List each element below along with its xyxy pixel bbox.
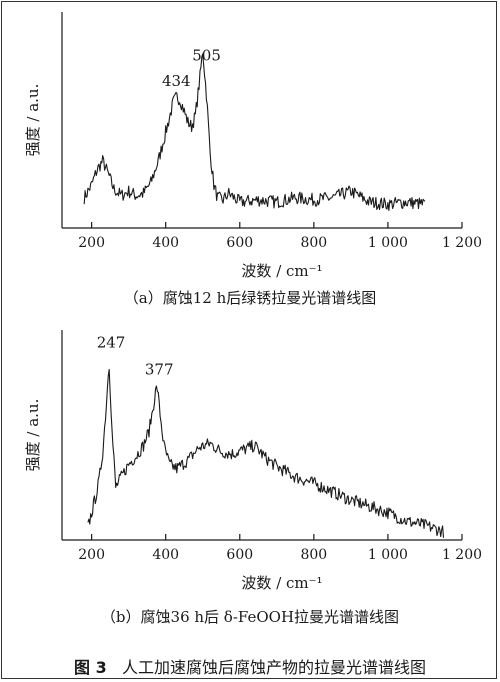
- chart-b-x-tick-label: 1 200: [442, 547, 482, 563]
- chart-b-peak-label-247: 247: [97, 333, 126, 351]
- figure-caption-text: 人工加速腐蚀后腐蚀产物的拉曼光谱谱线图: [121, 658, 426, 677]
- figure-label: 图 3: [74, 658, 107, 677]
- chart-a-peak-label-505: 505: [192, 46, 221, 64]
- chart-b-y-axis-label: 强度 / a.u.: [24, 399, 42, 472]
- chart-b-spectrum-line: [87, 368, 445, 538]
- chart-b-x-tick-label: 800: [300, 547, 327, 563]
- chart-a-x-tick-label: 1 000: [368, 235, 408, 251]
- chart-a-x-tick-label: 1 200: [442, 235, 482, 251]
- chart-a-peak-label-434: 434: [162, 72, 191, 90]
- chart-b-peak-label-377: 377: [145, 361, 174, 379]
- chart-a-caption: （a）腐蚀12 h后绿锈拉曼光谱谱线图: [123, 289, 377, 307]
- chart-b-x-tick-label: 1 000: [368, 547, 408, 563]
- figure-caption: 图 3 人工加速腐蚀后腐蚀产物的拉曼光谱谱线图: [0, 654, 500, 678]
- chart-a-x-tick-label: 600: [226, 235, 253, 251]
- chart-b-x-tick-label: 400: [152, 547, 179, 563]
- chart-a-x-axis-label: 波数 / cm⁻¹: [241, 262, 322, 280]
- chart-a-x-tick-label: 800: [300, 235, 327, 251]
- chart-a-x-tick-label: 400: [152, 235, 179, 251]
- chart-b-caption: （b）腐蚀36 h后 δ-FeOOH拉曼光谱谱线图: [100, 608, 400, 626]
- chart-b-x-tick-label: 600: [226, 547, 253, 563]
- chart-a-x-tick-label: 200: [78, 235, 105, 251]
- chart-a-y-axis-label: 强度 / a.u.: [24, 84, 42, 157]
- chart-a-spectrum-line: [83, 53, 426, 211]
- chart-b-x-tick-label: 200: [78, 547, 105, 563]
- chart-b-x-axis-label: 波数 / cm⁻¹: [241, 574, 322, 592]
